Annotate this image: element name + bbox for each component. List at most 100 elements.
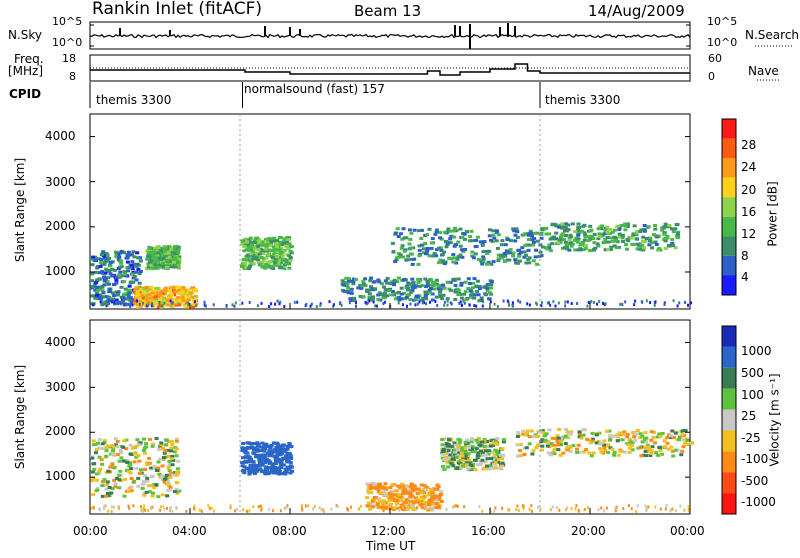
power-echo-cell (103, 271, 108, 275)
velocity-echo-cell (683, 429, 688, 433)
velocity-echo-cell (480, 458, 485, 462)
velocity-echo-cell (104, 454, 109, 458)
power-echo-cell (603, 238, 608, 242)
velocity-echo-cell (438, 492, 443, 496)
cpid-segment-3: themis 3300 (545, 93, 621, 107)
velocity-echo-cell (432, 496, 437, 500)
power-echo-cell (141, 299, 146, 303)
velocity-echo-cell (174, 439, 179, 443)
velocity-echo-cell (488, 444, 493, 448)
power-echo-cell (409, 246, 414, 250)
power-echo-cell (246, 246, 251, 250)
velocity-echo-cell (485, 440, 490, 443)
velocity-echo-cell (397, 485, 402, 489)
velocity-ground-cell (644, 504, 647, 508)
velocity-ground-cell (144, 508, 147, 512)
power-echo-cell (569, 244, 574, 248)
velocity-echo-cell (435, 487, 440, 491)
velocity-echo-cell (142, 493, 147, 497)
power-echo-cell (243, 237, 248, 241)
power-echo-cell (636, 243, 641, 247)
power-echo-cell (399, 246, 404, 250)
velocity-ground-cell (688, 509, 691, 513)
power-echo-cell (602, 232, 607, 236)
velocity-echo-cell (466, 452, 471, 456)
power-ground-cell (654, 300, 657, 304)
power-echo-cell (265, 242, 270, 246)
velocity-echo-cell (172, 450, 177, 454)
power-echo-cell (553, 222, 558, 226)
power-echo-cell (499, 243, 504, 247)
power-echo-cell (91, 255, 96, 259)
power-echo-cell (90, 279, 94, 283)
power-echo-cell (581, 241, 585, 245)
power-echo-cell (376, 297, 381, 301)
power-echo-cell (663, 222, 668, 226)
velocity-echo-cell (259, 445, 264, 449)
power-echo-cell (129, 263, 134, 267)
velocity-echo-cell (515, 443, 520, 447)
velocity-echo-cell (620, 438, 625, 442)
power-echo-cell (407, 228, 412, 232)
power-echo-cell (485, 286, 490, 290)
power-echo-cell (664, 225, 669, 229)
velocity-echo-cell (169, 439, 174, 443)
power-echo-cell (150, 291, 155, 295)
velocity-ground-cell (229, 504, 232, 508)
velocity-echo-cell (500, 447, 505, 451)
velocity-echo-cell (561, 435, 566, 439)
velocity-echo-cell (279, 448, 284, 452)
velocity-echo-cell (160, 478, 165, 481)
power-echo-cell (441, 283, 445, 287)
velocity-echo-cell (549, 442, 554, 446)
velocity-echo-cell (627, 446, 632, 450)
velocity-echo-cell (621, 432, 626, 436)
power-echo-cell (348, 297, 353, 301)
power-echo-cell (95, 278, 100, 282)
velocity-echo-cell (566, 448, 570, 452)
power-echo-cell (432, 280, 437, 284)
power-echo-cell (560, 224, 565, 228)
power-echo-cell (470, 250, 475, 254)
velocity-echo-cell (164, 438, 169, 442)
power-ground-cell (193, 300, 196, 304)
velocity-echo-cell (403, 501, 408, 505)
power-echo-cell (118, 265, 122, 269)
velocity-echo-cell (518, 443, 523, 447)
power-echo-cell (123, 292, 128, 296)
velocity-echo-cell (267, 454, 272, 458)
power-echo-cell (259, 255, 264, 259)
velocity-echo-cell (436, 485, 441, 489)
velocity-echo-cell (169, 449, 174, 453)
power-echo-cell (388, 282, 393, 286)
power-echo-cell (419, 237, 424, 240)
power-echo-cell (146, 267, 151, 271)
velocity-echo-cell (281, 463, 286, 467)
power-echo-cell (620, 233, 625, 237)
velocity-echo-cell (290, 469, 294, 473)
velocity-echo-cell (530, 429, 534, 433)
power-echo-cell (498, 253, 503, 257)
velocity-echo-cell (271, 441, 276, 445)
power-echo-cell (177, 266, 181, 270)
power-ground-cell (409, 302, 412, 306)
power-echo-cell (441, 259, 445, 263)
power-echo-cell (442, 250, 446, 254)
power-echo-cell (479, 259, 484, 263)
velocity-echo-cell (470, 447, 474, 451)
power-echo-cell (190, 286, 195, 290)
power-echo-cell (433, 232, 438, 236)
velocity-echo-cell (128, 461, 132, 465)
power-echo-cell (251, 257, 256, 261)
power-echo-cell (597, 235, 602, 238)
power-echo-cell (532, 240, 536, 244)
power-echo-cell (655, 248, 660, 252)
velocity-ground-cell (440, 504, 443, 508)
power-echo-cell (623, 228, 628, 232)
power-echo-cell (93, 296, 98, 300)
power-echo-cell (402, 291, 407, 295)
power-echo-cell (507, 258, 512, 262)
velocity-echo-cell (625, 433, 630, 436)
velocity-ground-cell (252, 505, 255, 509)
power-echo-cell (391, 250, 396, 254)
